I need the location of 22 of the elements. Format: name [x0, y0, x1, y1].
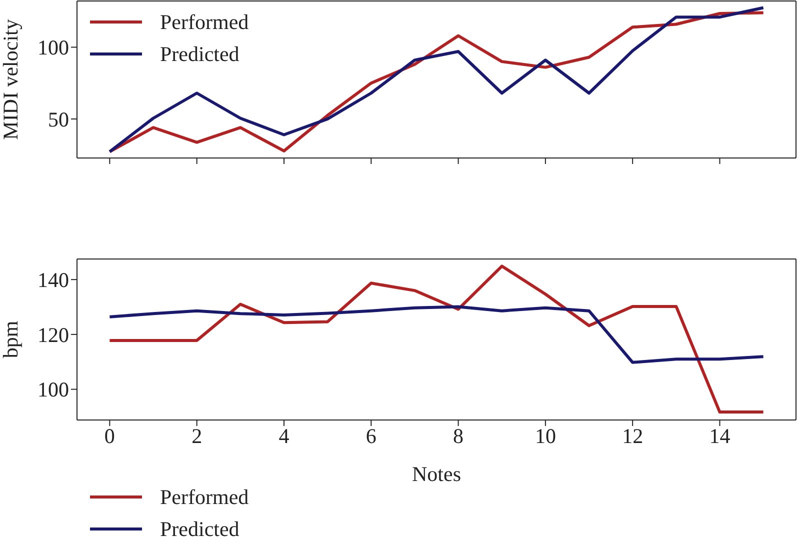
x-tick-label: 0	[104, 424, 115, 448]
y-axis-title: MIDI velocity	[0, 18, 22, 140]
y-tick-label: 100	[38, 36, 69, 60]
line-series	[108, 264, 765, 414]
x-tick-label: 2	[192, 424, 202, 448]
y-tick-label: 50	[48, 107, 69, 132]
y-axis-title: bpm	[0, 320, 22, 358]
legend-label: Performed	[160, 10, 249, 34]
legend-label: Performed	[160, 484, 249, 510]
x-axis-title: Notes	[412, 462, 461, 486]
y-tick-label: 140	[38, 268, 69, 292]
legend-label: Predicted	[160, 516, 240, 542]
line-series	[108, 305, 765, 364]
x-tick-label: 10	[534, 424, 556, 448]
y-tick-label: 120	[38, 322, 69, 347]
x-tick-label: 12	[622, 424, 644, 448]
x-tick-label: 4	[278, 424, 290, 448]
legend-label: Predicted	[160, 42, 240, 66]
y-tick-label: 100	[38, 378, 69, 402]
x-tick-label: 14	[709, 424, 731, 448]
x-tick-label: 8	[453, 424, 464, 448]
x-tick-label: 6	[366, 424, 376, 448]
